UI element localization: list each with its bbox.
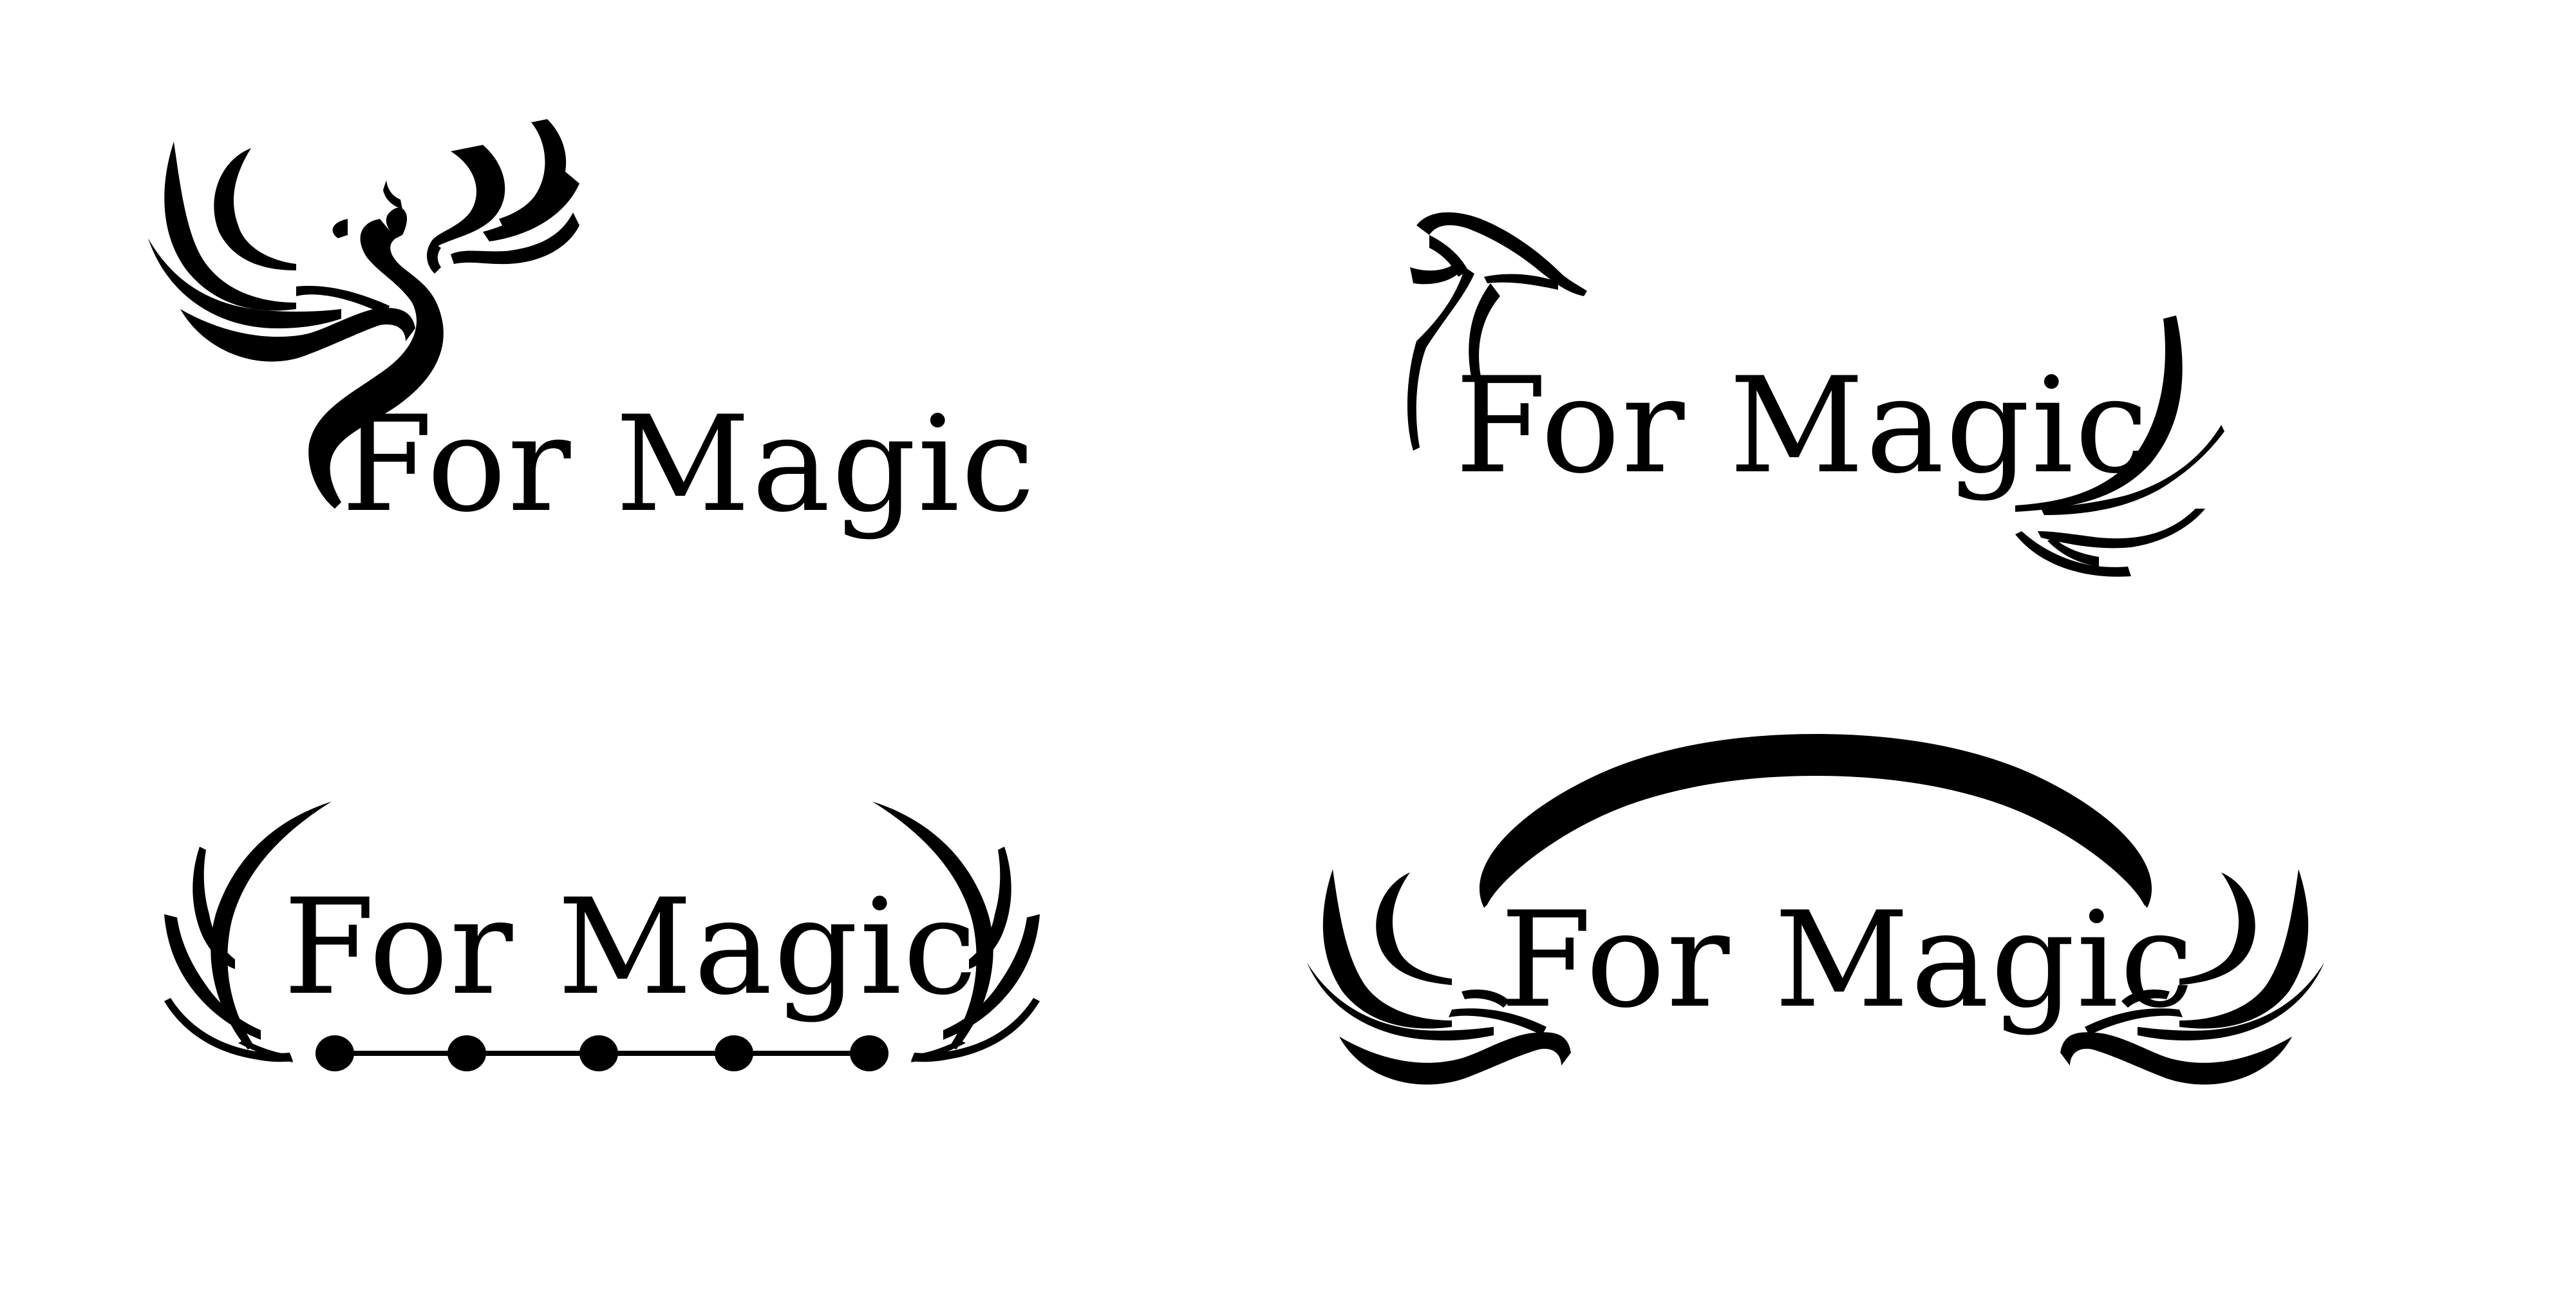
wing-hook-icon [1407, 212, 2224, 577]
laurel-wings-icon [164, 802, 1040, 1071]
logo-variant-phoenix: For Magic [148, 109, 1035, 560]
logo-wordmark: For Magic [283, 871, 979, 1024]
logo-variant-arc: For Magic [1307, 734, 2324, 1095]
logo-wordmark: For Magic [1455, 350, 2150, 503]
dotted-line-divider [315, 1035, 888, 1071]
logo-wordmark: For Magic [341, 388, 1037, 541]
logo-variant-hook-wing: For Magic [1404, 206, 2241, 579]
arc-wings-icon [1307, 734, 2324, 1085]
phoenix-icon [148, 119, 579, 509]
logo-variant-laurel: For Magic [155, 785, 1049, 1107]
logo-wordmark: For Magic [1500, 884, 2195, 1037]
